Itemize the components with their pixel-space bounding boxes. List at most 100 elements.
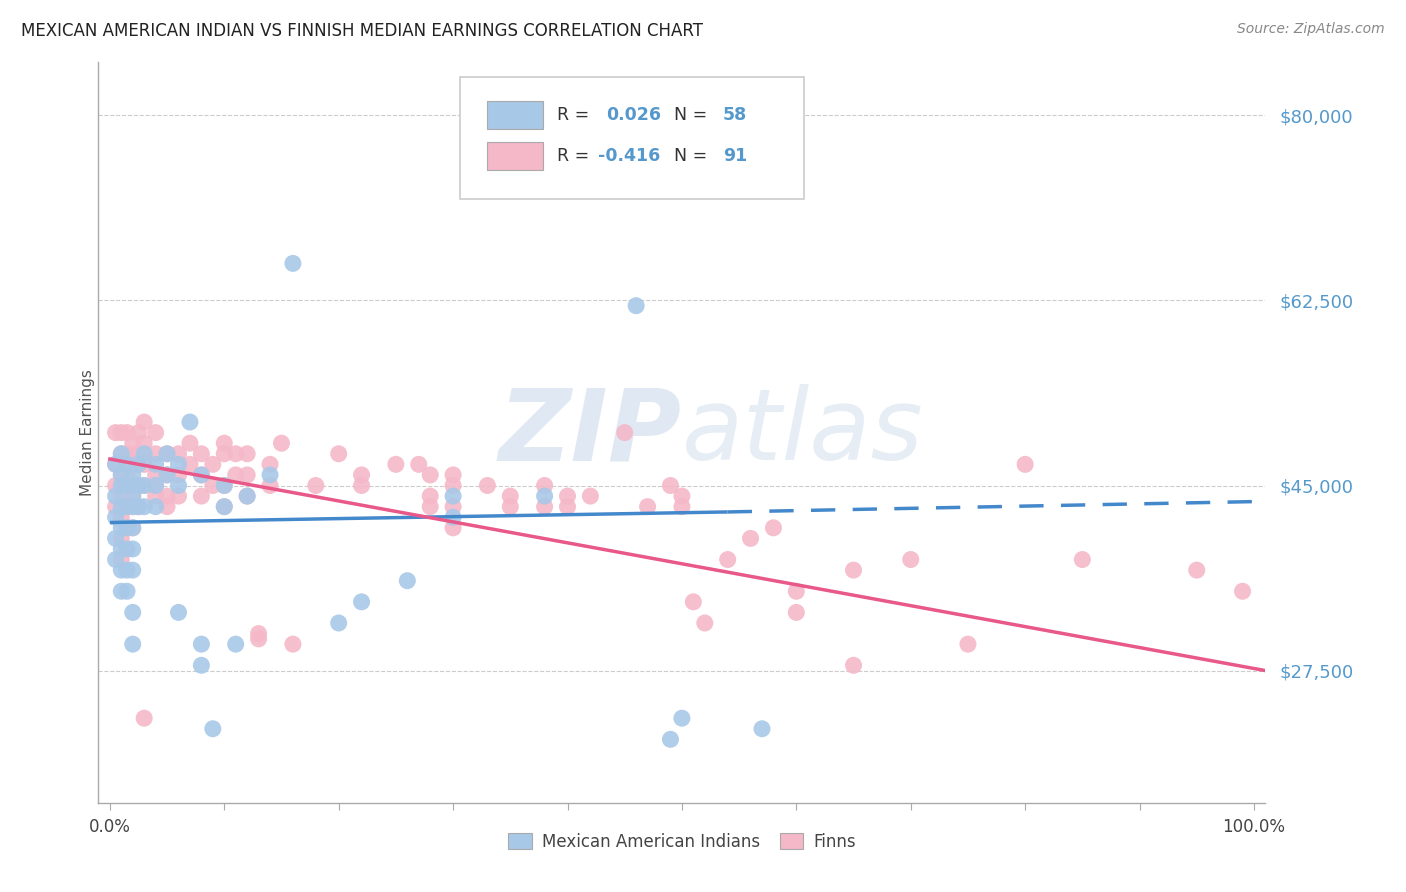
Point: [499, 500, 522, 514]
Point: [110, 467, 132, 482]
Point: [1232, 584, 1254, 599]
Text: MEXICAN AMERICAN INDIAN VS FINNISH MEDIAN EARNINGS CORRELATION CHART: MEXICAN AMERICAN INDIAN VS FINNISH MEDIA…: [21, 22, 703, 40]
Point: [396, 574, 419, 588]
Point: [441, 510, 464, 524]
Point: [127, 500, 149, 514]
Point: [1071, 552, 1094, 566]
Point: [751, 722, 773, 736]
Point: [785, 606, 807, 620]
Point: [167, 606, 190, 620]
Point: [134, 447, 156, 461]
Point: [121, 521, 143, 535]
Text: ZIP: ZIP: [499, 384, 682, 481]
Point: [613, 425, 636, 440]
Point: [214, 478, 236, 492]
Point: [110, 563, 132, 577]
Point: [110, 510, 132, 524]
Point: [127, 425, 149, 440]
Point: [637, 500, 659, 514]
Text: R =: R =: [557, 106, 595, 124]
Point: [557, 489, 579, 503]
Point: [579, 489, 602, 503]
Point: [104, 478, 127, 492]
Point: [115, 584, 138, 599]
Point: [127, 500, 149, 514]
Point: [156, 467, 179, 482]
Text: 58: 58: [723, 106, 747, 124]
Point: [134, 478, 156, 492]
Point: [121, 467, 143, 482]
Point: [201, 458, 224, 472]
Point: [145, 489, 167, 503]
Point: [145, 478, 167, 492]
Point: [499, 489, 522, 503]
Point: [842, 658, 865, 673]
Point: [236, 489, 259, 503]
Point: [350, 467, 373, 482]
Point: [419, 467, 441, 482]
Point: [110, 467, 132, 482]
Point: [441, 500, 464, 514]
Point: [167, 447, 190, 461]
Point: [214, 478, 236, 492]
Point: [350, 595, 373, 609]
Point: [110, 447, 132, 461]
Point: [408, 458, 430, 472]
Point: [110, 532, 132, 546]
Point: [225, 447, 247, 461]
Point: [259, 467, 281, 482]
Point: [127, 478, 149, 492]
Point: [441, 521, 464, 535]
Point: [385, 458, 408, 472]
Point: [134, 478, 156, 492]
Point: [156, 467, 179, 482]
Point: [134, 500, 156, 514]
Point: [441, 489, 464, 503]
Point: [533, 478, 555, 492]
Point: [115, 500, 138, 514]
Point: [104, 552, 127, 566]
Point: [115, 458, 138, 472]
FancyBboxPatch shape: [486, 101, 543, 129]
Text: atlas: atlas: [682, 384, 924, 481]
Point: [121, 489, 143, 503]
Point: [167, 478, 190, 492]
Point: [167, 467, 190, 482]
Point: [785, 584, 807, 599]
Point: [236, 467, 259, 482]
Point: [127, 447, 149, 461]
Point: [127, 458, 149, 472]
Point: [134, 415, 156, 429]
Text: Source: ZipAtlas.com: Source: ZipAtlas.com: [1237, 22, 1385, 37]
Point: [104, 458, 127, 472]
Point: [693, 615, 716, 630]
Point: [179, 415, 201, 429]
Point: [110, 584, 132, 599]
Point: [104, 425, 127, 440]
Point: [328, 615, 350, 630]
Point: [167, 458, 190, 472]
Point: [671, 500, 693, 514]
Point: [659, 478, 682, 492]
Point: [145, 467, 167, 482]
Text: R =: R =: [557, 146, 595, 165]
Point: [115, 467, 138, 482]
Point: [156, 447, 179, 461]
Point: [247, 626, 270, 640]
Point: [110, 521, 132, 535]
Point: [214, 500, 236, 514]
Point: [115, 500, 138, 514]
Point: [179, 436, 201, 450]
Point: [134, 436, 156, 450]
Point: [441, 478, 464, 492]
Point: [281, 637, 304, 651]
FancyBboxPatch shape: [486, 142, 543, 169]
Point: [225, 637, 247, 651]
Point: [145, 447, 167, 461]
Point: [1185, 563, 1208, 577]
Point: [145, 500, 167, 514]
Point: [419, 500, 441, 514]
Point: [624, 299, 647, 313]
Point: [104, 532, 127, 546]
Point: [121, 563, 143, 577]
